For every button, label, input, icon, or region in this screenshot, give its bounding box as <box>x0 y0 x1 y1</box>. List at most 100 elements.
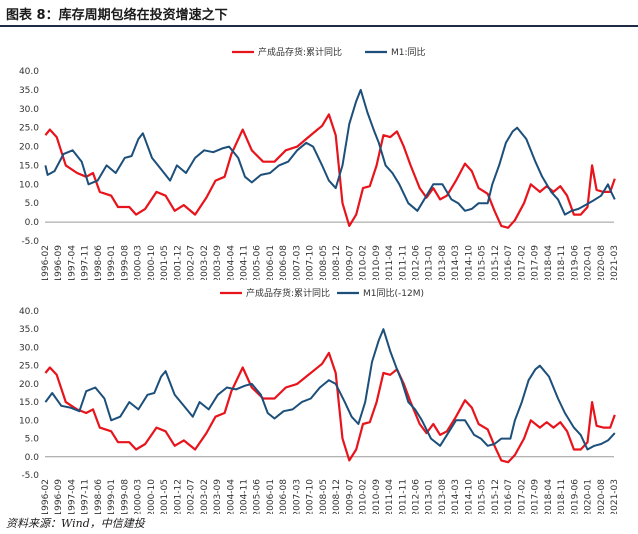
x-tick-label: 2013-01 <box>425 245 435 280</box>
x-tick-label: 2008-05 <box>319 245 329 280</box>
x-tick-label: 2020-01 <box>584 245 594 280</box>
x-tick-label: 2004-11 <box>239 479 249 514</box>
x-tick-label: 2007-03 <box>292 245 302 280</box>
x-tick-label: 2014-10 <box>464 479 474 514</box>
x-tick-label: 2014-10 <box>464 245 474 280</box>
x-tick-label: 1998-06 <box>94 245 104 280</box>
x-tick-label: 2006-01 <box>266 479 276 514</box>
x-tick-label: 2007-10 <box>306 245 316 280</box>
y-tick-label: 25.0 <box>19 362 39 372</box>
x-tick-label: 2010-02 <box>359 479 369 514</box>
x-tick-label: 2008-12 <box>332 479 342 514</box>
x-tick-label: 2000-03 <box>134 479 144 514</box>
x-tick-label: 2011-11 <box>398 245 408 280</box>
x-tick-label: 2003-02 <box>200 479 210 514</box>
x-tick-label: 2001-12 <box>173 479 183 514</box>
x-tick-label: 2001-05 <box>160 479 170 514</box>
x-tick-label: 2013-08 <box>438 479 448 514</box>
y-tick-label: 25.0 <box>19 124 39 134</box>
x-tick-label: 2007-03 <box>292 479 302 514</box>
y-tick-label: 0.0 <box>25 453 40 463</box>
y-tick-label: 10.0 <box>19 416 39 426</box>
chart-top: 40.035.030.025.020.015.010.05.00.0-5.019… <box>19 46 620 280</box>
x-tick-label: 2018-11 <box>557 479 567 514</box>
y-tick-label: 10.0 <box>19 180 39 190</box>
x-tick-label: 1997-04 <box>67 479 77 514</box>
x-tick-label: 2021-03 <box>610 479 620 514</box>
x-tick-label: 2013-08 <box>438 245 448 280</box>
y-tick-label: 30.0 <box>19 105 39 115</box>
x-tick-label: 1999-08 <box>120 479 130 514</box>
x-tick-label: 2021-03 <box>610 245 620 280</box>
x-tick-label: 2006-08 <box>279 245 289 280</box>
y-tick-label: 15.0 <box>19 398 39 408</box>
x-tick-label: 2012-06 <box>412 479 422 514</box>
x-tick-label: 1997-11 <box>81 479 91 514</box>
x-tick-label: 1996-02 <box>41 479 51 514</box>
x-tick-label: 2003-09 <box>213 245 223 280</box>
x-tick-label: 2011-04 <box>385 245 395 280</box>
x-tick-label: 2006-01 <box>266 245 276 280</box>
x-tick-label: 2005-06 <box>253 479 263 514</box>
x-tick-label: 2002-07 <box>187 245 197 280</box>
x-tick-label: 1999-01 <box>107 245 117 280</box>
y-tick-label: 5.0 <box>25 199 40 209</box>
x-tick-label: 1996-09 <box>54 479 64 514</box>
x-tick-label: 2004-11 <box>239 245 249 280</box>
x-tick-label: 2003-02 <box>200 245 210 280</box>
y-tick-label: 15.0 <box>19 161 39 171</box>
x-tick-label: 2010-09 <box>372 245 382 280</box>
x-tick-label: 1997-11 <box>81 245 91 280</box>
x-tick-label: 2007-10 <box>306 479 316 514</box>
x-tick-label: 2008-12 <box>332 245 342 280</box>
x-tick-label: 2000-03 <box>134 245 144 280</box>
y-tick-label: 30.0 <box>19 343 39 353</box>
x-tick-label: 2014-03 <box>451 245 461 280</box>
x-tick-label: 2014-03 <box>451 479 461 514</box>
x-tick-label: 2018-04 <box>544 479 554 514</box>
x-tick-label: 2001-12 <box>173 245 183 280</box>
y-tick-label: 20.0 <box>19 380 39 390</box>
x-tick-label: 2017-09 <box>531 479 541 514</box>
x-tick-label: 1996-02 <box>41 245 51 280</box>
series-line-inventory <box>44 113 616 229</box>
x-tick-label: 2018-04 <box>544 245 554 280</box>
x-tick-label: 1999-08 <box>120 245 130 280</box>
series-line-m1 <box>44 88 616 216</box>
x-tick-label: 2009-07 <box>345 479 355 514</box>
chart-bottom: 40.035.030.025.020.015.010.05.00.0-5.019… <box>19 287 620 514</box>
x-tick-label: 2015-05 <box>478 245 488 280</box>
x-tick-label: 2001-05 <box>160 245 170 280</box>
x-tick-label: 2020-08 <box>597 479 607 514</box>
x-tick-label: 2015-05 <box>478 479 488 514</box>
source-note: 资料来源：Wind，中信建投 <box>6 517 145 530</box>
y-tick-label: 40.0 <box>19 307 39 317</box>
x-tick-label: 2017-02 <box>517 245 527 280</box>
x-tick-label: 2011-04 <box>385 479 395 514</box>
x-tick-label: 2009-07 <box>345 245 355 280</box>
x-tick-label: 2000-10 <box>147 479 157 514</box>
legend-label: M1:同比 <box>391 46 426 58</box>
x-tick-label: 2004-04 <box>226 479 236 514</box>
legend-label: 产成品存货:累计同比 <box>258 46 342 58</box>
x-tick-label: 2017-09 <box>531 245 541 280</box>
x-tick-label: 2016-07 <box>504 479 514 514</box>
y-tick-label: 5.0 <box>25 435 40 445</box>
x-tick-label: 1996-09 <box>54 245 64 280</box>
x-tick-label: 2020-08 <box>597 245 607 280</box>
y-tick-label: 40.0 <box>19 67 39 77</box>
x-tick-label: 2016-07 <box>504 245 514 280</box>
x-tick-label: 2015-12 <box>491 245 501 280</box>
y-tick-label: 35.0 <box>19 86 39 96</box>
x-tick-label: 2008-05 <box>319 479 329 514</box>
legend-label: 产成品存货:累计同比 <box>246 287 330 299</box>
x-tick-label: 2012-06 <box>412 245 422 280</box>
x-tick-label: 2004-04 <box>226 245 236 280</box>
x-tick-label: 1998-06 <box>94 479 104 514</box>
x-tick-label: 2010-02 <box>359 245 369 280</box>
x-tick-label: 2011-11 <box>398 479 408 514</box>
y-tick-label: 35.0 <box>19 325 39 335</box>
x-tick-label: 2019-06 <box>570 245 580 280</box>
title-rule <box>0 25 638 27</box>
series-line-m1 <box>44 328 616 451</box>
